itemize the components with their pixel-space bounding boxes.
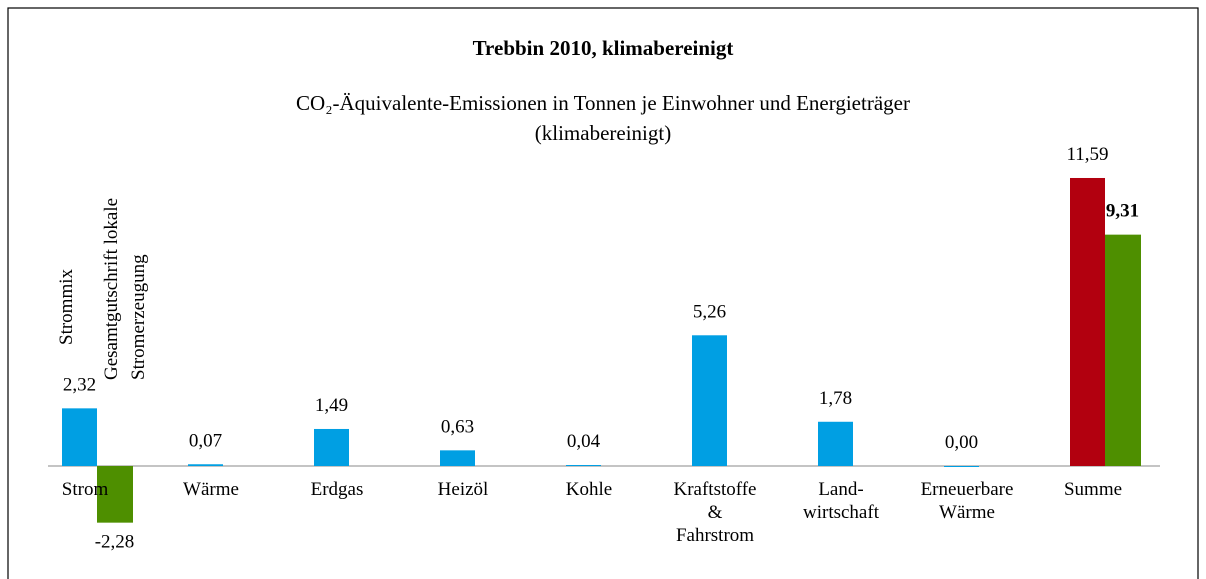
data-label: 5,26 [693, 301, 726, 322]
bar [97, 466, 133, 523]
bar [944, 466, 979, 467]
x-tick-label-line: Wärme [183, 479, 239, 500]
x-tick-label-line: Erneuerbare [921, 479, 1014, 500]
x-tick-label: Erneuerbare Wärme [921, 479, 1014, 523]
annotation: Strommix [56, 268, 77, 345]
data-label: 11,59 [1066, 144, 1108, 165]
data-label: 0,04 [567, 431, 601, 452]
data-label: 9,31 [1106, 201, 1139, 222]
bar [1105, 234, 1141, 466]
x-tick-label-line: Fahrstrom [676, 525, 754, 546]
data-label: 1,49 [315, 395, 348, 416]
x-tick-label: Wärme [183, 479, 239, 500]
x-tick-label-line: Wärme [939, 502, 995, 523]
x-tick-label-line: Heizöl [438, 479, 489, 500]
bar [692, 335, 727, 466]
x-tick-label: Kohle [566, 479, 612, 500]
x-tick-label: Heizöl [438, 479, 489, 500]
x-tick-label-line: Land- [818, 479, 863, 500]
x-tick-label: Erdgas [311, 479, 364, 500]
data-label: 2,32 [63, 374, 96, 395]
bar [1070, 177, 1105, 466]
x-tick-label-line: Kraftstoffe [673, 479, 756, 500]
data-label: -2,28 [95, 532, 135, 553]
annotation: Gesamtgutschrift lokale [101, 198, 122, 380]
bar [440, 450, 475, 466]
x-tick-label-line: Kohle [566, 479, 612, 500]
chart-subtitle: CO₂-Äquivalente-Emissionen in Tonnen je … [296, 91, 910, 115]
data-label: 0,63 [441, 416, 474, 437]
data-label: 1,78 [819, 388, 852, 409]
x-tick-label-line: wirtschaft [803, 502, 880, 523]
bar [314, 428, 349, 466]
data-label: 0,00 [945, 432, 978, 453]
data-label: 0,07 [189, 430, 222, 451]
x-tick-label-line: Erdgas [311, 479, 364, 500]
x-tick-label: Strom [62, 479, 109, 500]
x-tick-label: Land-wirtschaft [803, 479, 880, 523]
chart-border [7, 7, 1199, 579]
x-tick-label: Summe [1064, 479, 1122, 500]
x-tick-label-line: & [708, 502, 723, 523]
bar [62, 408, 97, 466]
chart-subtitle: (klimabereinigt) [535, 121, 671, 145]
annotation: Stromerzeugung [128, 254, 149, 380]
bar [566, 465, 601, 467]
x-tick-label-line: Summe [1064, 479, 1122, 500]
x-tick-label: Kraftstoffe & Fahrstrom [673, 479, 756, 546]
bar [188, 464, 223, 466]
bar [818, 421, 853, 466]
x-tick-label-line: Strom [62, 479, 109, 500]
chart-title: Trebbin 2010, klimabereinigt [473, 36, 734, 60]
